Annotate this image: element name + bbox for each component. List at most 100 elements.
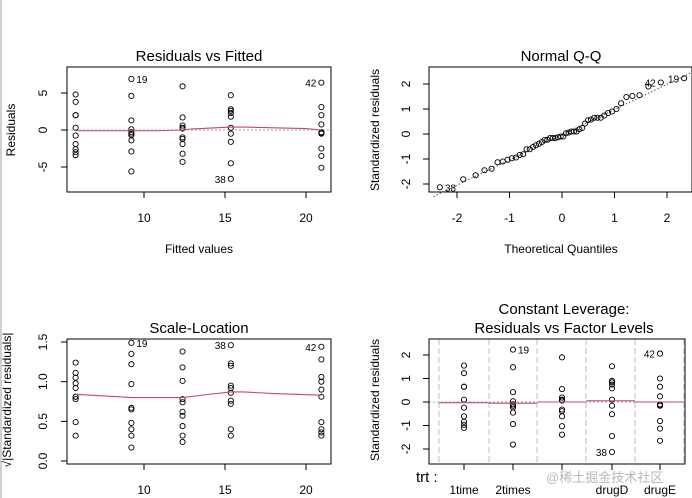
data-point [179,125,186,132]
data-point [179,396,186,403]
data-point [227,397,234,404]
data-point [72,374,79,381]
data-point [558,386,566,393]
data-point [509,409,517,416]
panel-title: Constant Leverage: [499,301,630,318]
x-axis-label: Fitted values [165,242,233,256]
data-point [179,114,186,121]
data-point [509,421,517,428]
data-point [558,394,566,401]
data-point [128,419,135,426]
data-point [318,152,325,159]
factor-level-label: drugD [596,483,629,497]
point-label: 19 [136,75,148,86]
panel-title: Residuals vs Fitted [136,48,263,65]
data-point [318,386,325,393]
x-tick-label: 0 [559,211,566,225]
data-point [460,362,468,369]
data-point [656,375,664,382]
data-point [488,165,495,172]
data-point [436,184,443,191]
data-point [179,408,186,415]
data-point [128,126,135,133]
data-point [608,363,616,370]
data-point [179,141,186,148]
data-point [608,402,616,409]
data-point [179,158,186,165]
x-tick-label: 20 [299,483,313,497]
data-point [128,350,135,357]
data-point [318,130,325,137]
data-point [608,396,616,403]
watermark: @稀土掘金技术社区 [546,470,663,485]
y-tick-label: -1 [399,153,413,164]
data-point [128,117,135,124]
data-point [558,406,566,413]
x-tick-label: 20 [299,211,313,225]
smoother-line [75,391,322,399]
data-point [72,432,79,439]
y-tick-label: -2 [399,178,413,189]
data-point [227,92,234,99]
data-point [605,109,612,117]
data-point [318,112,325,119]
data-point [128,92,135,100]
data-point [179,432,186,439]
data-point [618,100,625,107]
data-point [570,128,577,135]
data-point [72,152,79,159]
data-point [656,425,664,432]
data-point [552,134,559,142]
factor-level-label: drugE [644,483,676,497]
y-tick-label: -2 [399,443,413,454]
data-point [558,431,566,438]
data-point [128,432,135,439]
data-point [72,98,79,105]
data-point [509,398,517,405]
data-point [629,92,636,100]
y-axis-label: Standardized residuals [368,339,382,461]
data-point [472,172,479,179]
data-point [584,117,592,124]
data-point [128,137,135,144]
plot-box [428,66,692,193]
plot-box [66,338,332,465]
data-point [558,413,566,420]
data-point [494,159,501,166]
y-tick-label: 0 [36,126,50,133]
y-tick-label: 2 [399,351,413,358]
data-point [523,146,530,153]
data-point [179,122,186,129]
smoother-line [75,126,322,132]
y-tick-label: 0.0 [36,452,50,469]
data-point [520,151,527,158]
data-point [227,400,234,407]
data-point [656,383,664,390]
data-point [558,397,566,404]
y-axis-label: Standardized residuals [368,69,382,191]
data-point [128,444,135,451]
data-point [460,383,468,390]
data-point [72,359,79,366]
data-point [227,382,234,389]
point-label: 38 [445,183,457,194]
data-point [179,377,186,384]
data-point [645,83,652,90]
x-tick-label: 10 [137,211,151,225]
factor-level-label: 2times [495,483,530,497]
x-tick-label: -2 [452,211,463,225]
point-label: 19 [668,74,680,85]
data-point [656,350,664,357]
data-point [623,93,630,101]
x-tick-label: 15 [218,483,232,497]
data-point [613,105,620,113]
point-label: 38 [215,175,227,186]
data-point [128,426,135,433]
y-tick-label: 2 [399,80,413,87]
panel-title: Normal Q-Q [521,48,602,65]
data-point [532,142,540,149]
data-point [318,373,325,380]
point-label: 42 [645,79,657,90]
data-point [460,176,467,183]
x-tick-label: 2 [664,211,671,225]
